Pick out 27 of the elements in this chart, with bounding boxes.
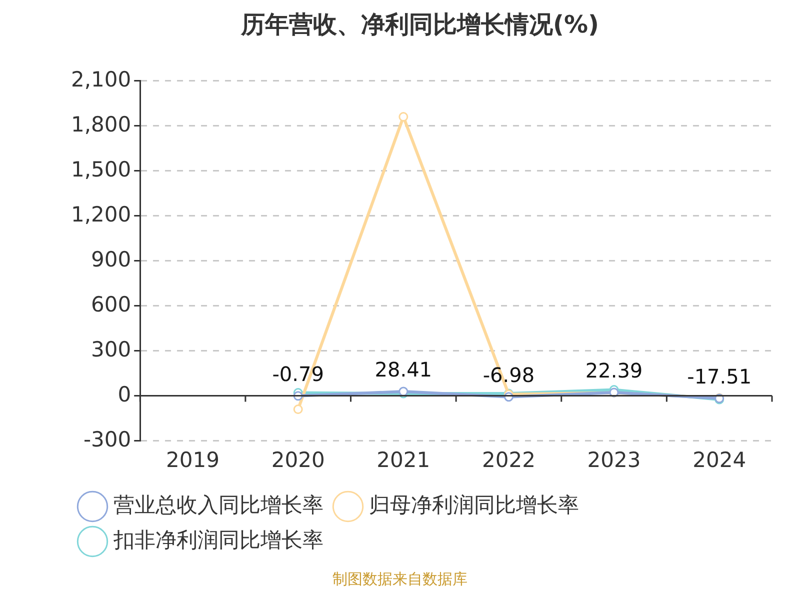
y-tick-label: 1,800 [70,112,132,136]
data-label: -0.79 [272,362,324,386]
y-tick-label: 300 [91,337,132,362]
legend-label: 营业总收入同比增长率 [114,492,324,517]
legend-label: 归母净利润同比增长率 [369,492,579,517]
y-tick-label: 1,500 [70,157,132,182]
data-label: 28.41 [374,358,432,382]
x-tick-label: 2023 [587,448,641,472]
y-tick-label: 2,100 [70,67,132,92]
point [293,404,303,414]
y-tick-label: 900 [91,247,132,272]
x-tick-label: 2019 [166,448,220,472]
point [398,112,408,122]
x-tick-label: 2024 [692,448,746,472]
x-tick-label: 2020 [271,448,325,472]
data-label: 22.39 [585,358,643,383]
data-label: -17.51 [687,364,752,389]
text: 制图数据来自数据库 [332,570,468,588]
y-tick-label: 1,200 [70,202,132,226]
chart-title: 历年营收、净利同比增长情况(%) [240,10,599,39]
y-tick-label: 0 [118,382,132,406]
data-label: -6.98 [482,363,535,388]
x-tick-label: 2022 [482,448,536,472]
x-tick-label: 2021 [376,448,430,472]
y-tick-label: 600 [91,292,132,316]
y-tick-label: -300 [83,427,132,452]
legend-label: 扣非净利润同比增长率 [112,528,324,552]
